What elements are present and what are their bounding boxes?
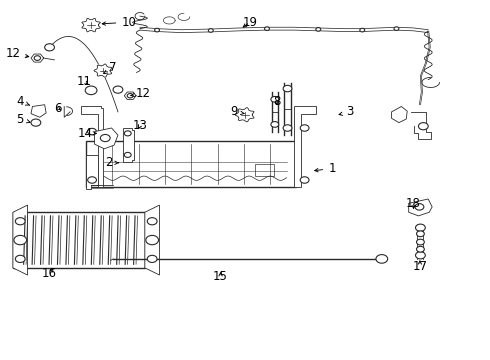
Text: 6: 6 [54, 102, 62, 115]
Circle shape [155, 28, 159, 32]
Text: 19: 19 [243, 16, 257, 29]
Text: 10: 10 [102, 16, 136, 29]
Polygon shape [145, 205, 159, 275]
Circle shape [146, 235, 159, 245]
Text: 3: 3 [339, 105, 354, 118]
Circle shape [283, 85, 292, 92]
Circle shape [127, 94, 133, 98]
Circle shape [45, 44, 54, 51]
Polygon shape [124, 92, 136, 99]
Circle shape [208, 29, 213, 32]
Circle shape [88, 177, 97, 183]
Circle shape [124, 131, 131, 136]
Text: 13: 13 [132, 119, 147, 132]
Circle shape [415, 204, 424, 210]
Circle shape [416, 239, 424, 245]
Text: 16: 16 [42, 267, 57, 280]
Circle shape [416, 246, 424, 252]
Text: 18: 18 [406, 197, 421, 210]
Circle shape [100, 134, 110, 141]
Circle shape [124, 152, 131, 157]
Circle shape [88, 129, 97, 135]
Bar [255, 164, 274, 176]
Text: 11: 11 [76, 75, 91, 88]
Circle shape [113, 86, 123, 93]
Text: 12: 12 [5, 47, 29, 60]
Circle shape [360, 28, 365, 32]
Circle shape [416, 252, 425, 259]
Polygon shape [31, 54, 44, 62]
Text: 4: 4 [17, 95, 29, 108]
Circle shape [416, 224, 425, 231]
Polygon shape [235, 108, 254, 122]
Circle shape [418, 123, 428, 130]
Polygon shape [86, 140, 296, 187]
Polygon shape [95, 128, 118, 149]
Text: 5: 5 [17, 113, 30, 126]
Text: 12: 12 [130, 87, 151, 100]
Circle shape [376, 255, 388, 263]
Polygon shape [13, 205, 27, 275]
Circle shape [147, 255, 157, 262]
Circle shape [14, 235, 26, 245]
Polygon shape [13, 212, 145, 268]
Circle shape [316, 28, 321, 31]
Circle shape [15, 255, 25, 262]
Circle shape [300, 125, 309, 131]
Circle shape [271, 122, 279, 127]
Text: 8: 8 [273, 95, 280, 108]
Text: 7: 7 [104, 60, 117, 74]
Polygon shape [409, 199, 432, 216]
Polygon shape [81, 107, 103, 187]
Polygon shape [86, 155, 98, 189]
Polygon shape [392, 107, 407, 123]
Text: 14: 14 [77, 127, 97, 140]
Text: 15: 15 [213, 270, 228, 283]
Circle shape [416, 231, 424, 237]
Circle shape [147, 218, 157, 225]
Circle shape [265, 27, 270, 31]
Circle shape [34, 56, 41, 60]
Text: 1: 1 [315, 162, 336, 175]
Circle shape [31, 119, 41, 126]
Text: 2: 2 [105, 156, 119, 169]
Circle shape [85, 86, 97, 95]
Circle shape [300, 177, 309, 183]
Polygon shape [123, 128, 134, 162]
Text: 9: 9 [230, 105, 244, 118]
Text: 17: 17 [413, 260, 427, 273]
Polygon shape [94, 64, 112, 77]
Polygon shape [294, 107, 316, 187]
Circle shape [283, 125, 292, 131]
Circle shape [15, 218, 25, 225]
Polygon shape [31, 105, 46, 117]
Circle shape [271, 96, 279, 102]
Polygon shape [82, 18, 100, 32]
Circle shape [394, 27, 399, 31]
